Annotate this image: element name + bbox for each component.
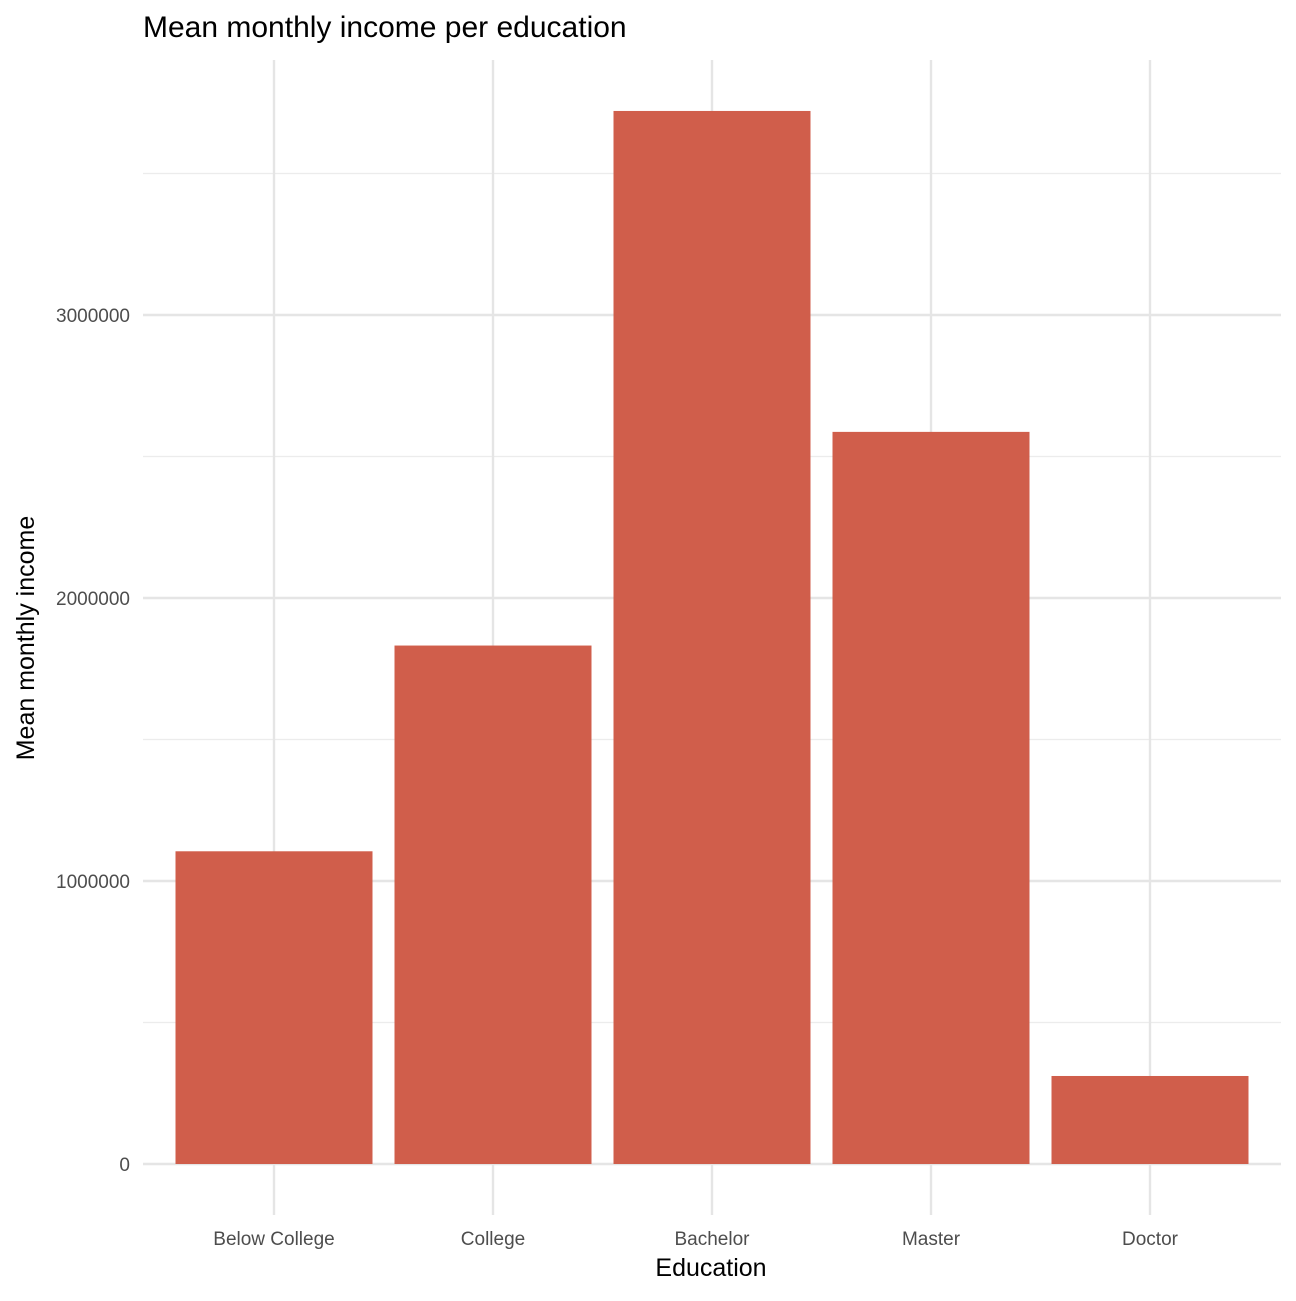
x-tick-label: Master bbox=[902, 1229, 961, 1250]
bars bbox=[175, 110, 1249, 1164]
x-axis-title: Education bbox=[655, 1254, 766, 1282]
y-tick-label: 0 bbox=[119, 1155, 130, 1176]
x-axis-ticks: Below College College Bachelor Master Doctor bbox=[213, 1229, 1178, 1250]
x-tick-label: Doctor bbox=[1122, 1229, 1179, 1250]
y-tick-label: 2000000 bbox=[56, 589, 130, 610]
y-axis-title: Mean monthly income bbox=[12, 516, 40, 761]
x-tick-label: Below College bbox=[213, 1229, 334, 1250]
y-tick-label: 3000000 bbox=[56, 306, 130, 327]
y-axis-ticks: 0 1000000 2000000 3000000 bbox=[56, 306, 130, 1176]
bar bbox=[1051, 1075, 1249, 1164]
bar bbox=[175, 851, 373, 1164]
x-tick-label: Bachelor bbox=[675, 1229, 751, 1250]
chart-title: Mean monthly income per education bbox=[143, 11, 627, 44]
x-tick-label: College bbox=[461, 1229, 525, 1250]
bar bbox=[832, 431, 1030, 1164]
y-tick-label: 1000000 bbox=[56, 872, 130, 893]
bar bbox=[613, 110, 811, 1164]
bar bbox=[394, 645, 592, 1164]
